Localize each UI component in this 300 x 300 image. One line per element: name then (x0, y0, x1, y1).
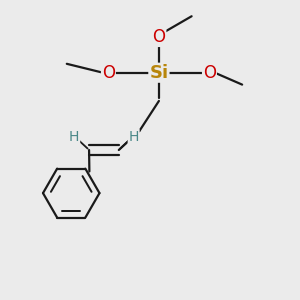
Text: O: O (203, 64, 216, 82)
Text: H: H (128, 130, 139, 144)
Text: O: O (152, 28, 165, 46)
Text: H: H (69, 130, 80, 144)
Text: Si: Si (149, 64, 169, 82)
Text: O: O (102, 64, 115, 82)
